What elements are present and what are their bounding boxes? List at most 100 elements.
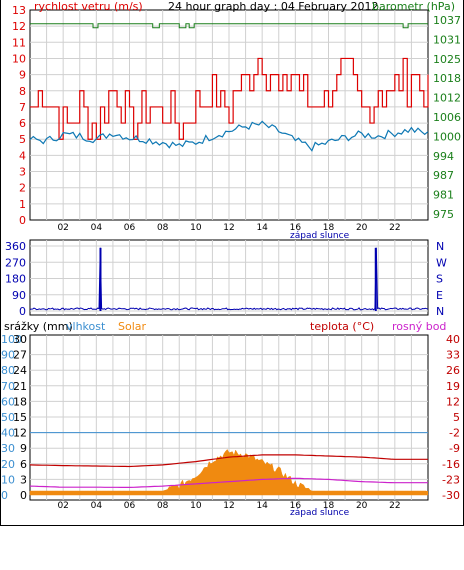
wind-direction-line (29, 247, 429, 311)
x-tick-label: 16 (290, 223, 302, 233)
humidity-y-tick-label: 80 (1, 364, 15, 377)
temp-y-tick-label: 5 (453, 411, 460, 424)
panel-wind-plot (29, 23, 429, 152)
compass-tick-label: N (436, 305, 444, 318)
direction-y-tick-label: 180 (5, 273, 26, 286)
wind-y-tick-label: 10 (12, 52, 26, 65)
wind-y-tick-label: 9 (19, 69, 26, 82)
x-tick-label: 06 (124, 501, 136, 511)
x-tick-label: 02 (57, 501, 68, 511)
x-tick-label: 18 (323, 501, 335, 511)
compass-tick-label: S (436, 273, 443, 286)
humidity-y-tick-label: 40 (1, 427, 15, 440)
humidity-y-tick-label: 0 (1, 489, 8, 502)
pressure-y-tick-label: 1012 (433, 92, 461, 105)
pressure-y-tick-label: 981 (433, 189, 454, 202)
humidity-y-tick-label: 30 (1, 442, 15, 455)
temp-y-tick-label: -2 (449, 427, 460, 440)
compass-tick-label: N (436, 240, 444, 253)
x-tick-label: 12 (223, 223, 234, 233)
pressure-axis-label: barometr (hPa) (372, 0, 455, 13)
temp-y-tick-label: 33 (446, 349, 460, 362)
pressure-y-tick-label: 975 (433, 208, 454, 221)
x-tick-label: 14 (256, 223, 268, 233)
solar-baseline-band (30, 491, 428, 495)
wind-y-tick-label: 5 (19, 133, 26, 146)
panel-temp-plot (29, 432, 429, 496)
wind-y-tick-label: 7 (19, 101, 26, 114)
wind-y-tick-label: 0 (19, 214, 26, 227)
pressure-y-tick-label: 1037 (433, 14, 461, 27)
wind-y-tick-label: 8 (19, 85, 26, 98)
direction-y-tick-label: 360 (5, 240, 26, 253)
pressure-y-tick-label: 1031 (433, 33, 461, 46)
legend-dew-point: rosný bod (392, 320, 446, 333)
pressure-y-tick-label: 1018 (433, 72, 461, 85)
humidity-y-tick-label: 20 (1, 458, 15, 471)
panel-temp-ticks: 0102030405060708090100036912151821242730… (1, 333, 460, 511)
compass-tick-label: W (436, 256, 447, 269)
direction-y-tick-label: 0 (19, 305, 26, 318)
rain-y-tick-label: 27 (13, 349, 27, 362)
wind-y-tick-label: 11 (12, 36, 26, 49)
wind-y-tick-label: 4 (19, 149, 26, 162)
x-tick-label: 10 (190, 223, 202, 233)
wind-average-line (29, 120, 429, 152)
pressure-y-tick-label: 1000 (433, 130, 461, 143)
wind-y-tick-label: 3 (19, 166, 26, 179)
rain-y-tick-label: 6 (20, 458, 27, 471)
rain-y-tick-label: 15 (13, 411, 27, 424)
wind-y-tick-label: 2 (19, 182, 26, 195)
x-tick-label: 08 (157, 501, 169, 511)
x-tick-label: 06 (124, 223, 136, 233)
x-tick-label: 20 (356, 501, 368, 511)
rain-y-tick-label: 0 (20, 489, 27, 502)
temp-y-tick-label: -16 (442, 458, 460, 471)
x-tick-label: 04 (91, 501, 103, 511)
compass-tick-label: E (436, 289, 443, 302)
panel-direction-plot (29, 247, 429, 311)
humidity-y-tick-label: 60 (1, 395, 15, 408)
x-tick-label: 08 (157, 223, 169, 233)
wind-y-tick-label: 13 (12, 4, 26, 17)
temp-y-tick-label: 40 (446, 333, 460, 346)
temp-y-tick-label: -9 (449, 442, 460, 455)
pressure-y-tick-label: 987 (433, 169, 454, 182)
x-tick-label: 02 (57, 223, 68, 233)
x-tick-label: 10 (190, 501, 202, 511)
direction-y-tick-label: 90 (12, 289, 26, 302)
legend-humidity: vlhkost (66, 320, 106, 333)
temp-y-tick-label: 12 (446, 395, 460, 408)
rain-y-tick-label: 21 (13, 380, 27, 393)
dew-point-line (29, 477, 428, 488)
sunset-label-bottom: západ slunce (290, 508, 350, 518)
panel-wind-ticks: 0123456789101112139759819879941000100610… (12, 4, 461, 233)
wind-gust-line (30, 57, 429, 140)
rain-y-tick-label: 24 (13, 364, 27, 377)
x-tick-label: 18 (323, 223, 335, 233)
temp-y-tick-label: 26 (446, 364, 460, 377)
rain-y-tick-label: 3 (20, 473, 27, 486)
temp-y-tick-label: -30 (442, 489, 460, 502)
humidity-y-tick-label: 50 (1, 411, 15, 424)
humidity-y-tick-label: 100 (1, 333, 22, 346)
wind-y-tick-label: 6 (19, 117, 26, 130)
chart-title: 24 hour graph day : 04 February 2012 (168, 0, 379, 13)
temperature-line (29, 454, 428, 468)
x-tick-label: 12 (223, 501, 234, 511)
pressure-line (30, 23, 428, 29)
panel-direction-grid (30, 240, 428, 315)
legend-solar: Solar (118, 320, 147, 333)
wind-y-tick-label: 12 (12, 20, 26, 33)
humidity-y-tick-label: 70 (1, 380, 15, 393)
x-tick-label: 20 (356, 223, 368, 233)
rain-y-tick-label: 9 (20, 442, 27, 455)
x-tick-label: 16 (290, 501, 302, 511)
humidity-y-tick-label: 10 (1, 473, 15, 486)
temp-y-tick-label: -23 (442, 473, 460, 486)
humidity-y-tick-label: 90 (1, 349, 15, 362)
pressure-y-tick-label: 1025 (433, 53, 461, 66)
